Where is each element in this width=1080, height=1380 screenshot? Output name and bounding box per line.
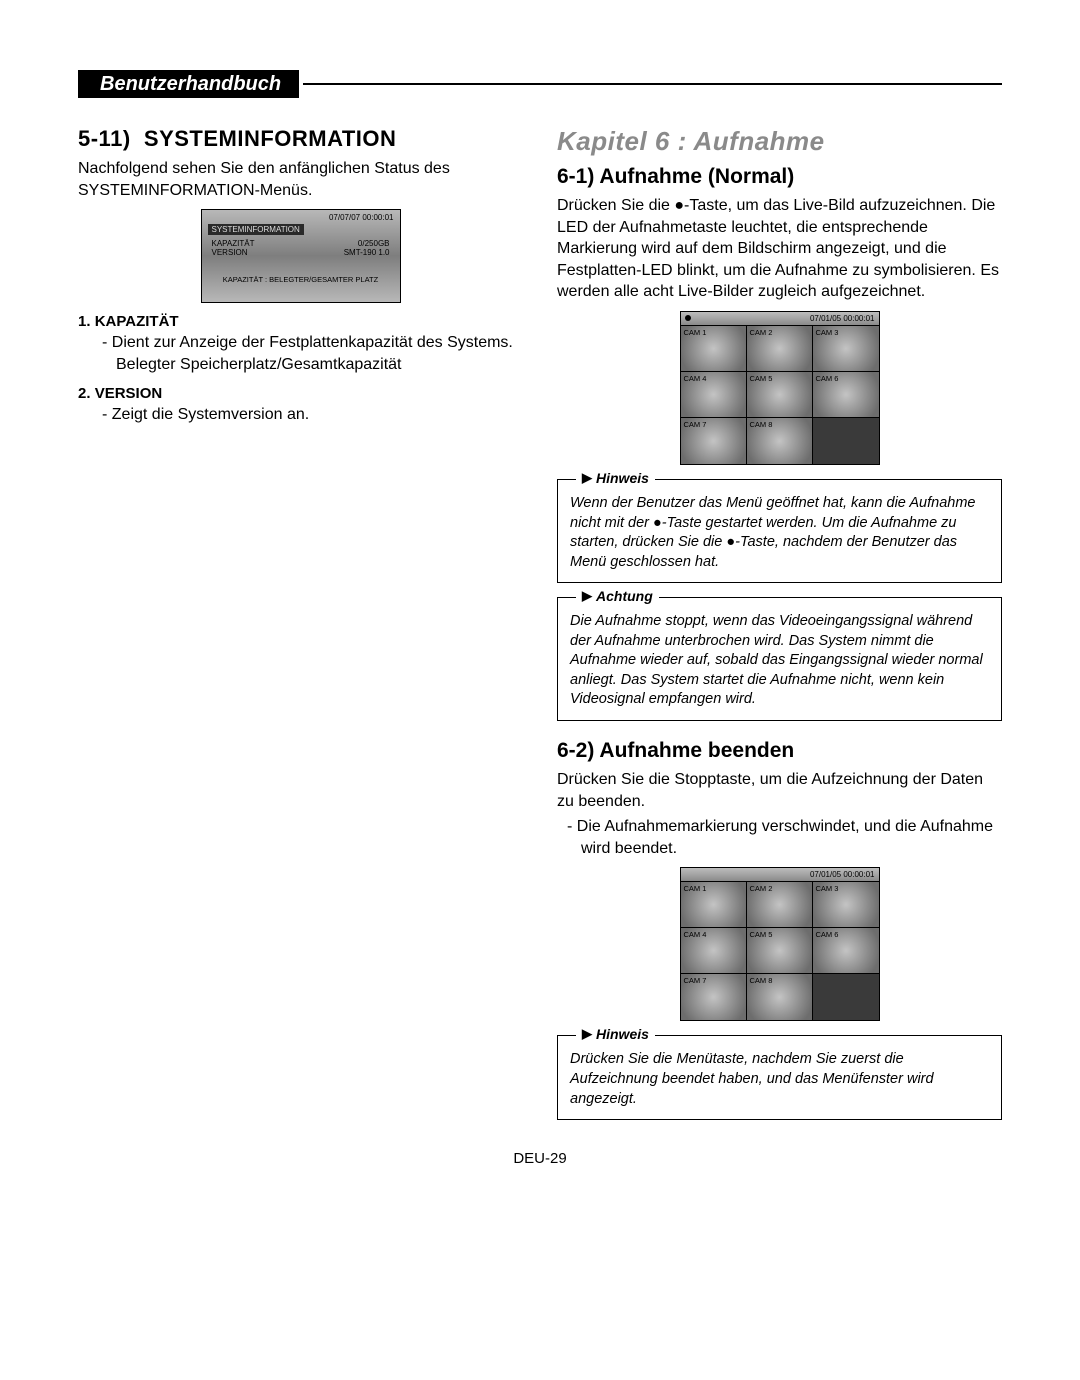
note-text: Wenn der Benutzer das Menü geöffnet hat,…	[570, 494, 989, 572]
cam-cell: CAM 1	[681, 326, 747, 372]
item-1-heading: 1. KAPAZITÄT	[78, 313, 523, 330]
cam-cell: CAM 8	[747, 418, 813, 464]
note-arrow-icon: ▶	[582, 1026, 592, 1042]
sysinfo-footer: KAPAZITÄT : BELEGTER/GESAMTER PLATZ	[208, 275, 394, 284]
record-icon	[685, 315, 691, 321]
section-5-11-intro: Nachfolgend sehen Sie den anfänglichen S…	[78, 158, 523, 201]
section-5-11-heading: 5-11) SYSTEMINFORMATION	[78, 126, 523, 152]
cam-cell: CAM 7	[681, 418, 747, 464]
page-number: DEU-29	[78, 1150, 1002, 1167]
note-label: Achtung	[596, 588, 653, 604]
cam-cell-empty	[813, 418, 879, 464]
cam-cell: CAM 5	[747, 372, 813, 418]
achtung-box: ▶Achtung Die Aufnahme stoppt, wenn das V…	[557, 597, 1002, 721]
sysinfo-date: 07/07/07 00:00:01	[208, 213, 394, 222]
right-column: Kapitel 6 : Aufnahme 6-1) Aufnahme (Norm…	[557, 126, 1002, 1128]
cam-cell: CAM 3	[813, 326, 879, 372]
cam-cell: CAM 6	[813, 928, 879, 974]
item-2-desc: Zeigt die Systemversion an.	[78, 404, 523, 426]
cam-cell: CAM 4	[681, 372, 747, 418]
section-6-2-body: Drücken Sie die Stopptaste, um die Aufze…	[557, 769, 1002, 812]
systeminfo-screenshot: 07/07/07 00:00:01 SYSTEMINFORMATION KAPA…	[201, 209, 401, 303]
cam-cell: CAM 3	[813, 882, 879, 928]
sysinfo-row: KAPAZITÄT0/250GB	[208, 239, 394, 248]
cam-cell: CAM 4	[681, 928, 747, 974]
hinweis-box-1: ▶Hinweis Wenn der Benutzer das Menü geöf…	[557, 479, 1002, 583]
cam-cell: CAM 1	[681, 882, 747, 928]
camera-grid-stopped: 07/01/05 00:00:01 CAM 1 CAM 2 CAM 3 CAM …	[680, 867, 880, 1021]
manual-title: Benutzerhandbuch	[94, 70, 299, 98]
section-6-1-heading: 6-1) Aufnahme (Normal)	[557, 165, 1002, 189]
section-6-2-dash: Die Aufnahmemarkierung verschwindet, und…	[557, 816, 1002, 859]
cam-cell-empty	[813, 974, 879, 1020]
cam-cell: CAM 2	[747, 882, 813, 928]
header-band: Benutzerhandbuch	[78, 70, 1002, 98]
left-column: 5-11) SYSTEMINFORMATION Nachfolgend sehe…	[78, 126, 523, 1128]
note-label: Hinweis	[596, 470, 649, 486]
sysinfo-row: VERSIONSMT-190 1.0	[208, 248, 394, 257]
cam-cell: CAM 6	[813, 372, 879, 418]
note-label: Hinweis	[596, 1026, 649, 1042]
section-6-2-heading: 6-2) Aufnahme beenden	[557, 739, 1002, 763]
hinweis-box-2: ▶Hinweis Drücken Sie die Menütaste, nach…	[557, 1035, 1002, 1120]
cam-cell: CAM 7	[681, 974, 747, 1020]
section-6-1-body: Drücken Sie die ●-Taste, um das Live-Bil…	[557, 195, 1002, 303]
item-2-heading: 2. VERSION	[78, 385, 523, 402]
cam-cell: CAM 5	[747, 928, 813, 974]
cam-cell: CAM 8	[747, 974, 813, 1020]
chapter-6-heading: Kapitel 6 : Aufnahme	[557, 126, 1002, 157]
note-arrow-icon: ▶	[582, 470, 592, 486]
note-text: Drücken Sie die Menütaste, nachdem Sie z…	[570, 1050, 989, 1109]
cam-cell: CAM 2	[747, 326, 813, 372]
note-arrow-icon: ▶	[582, 588, 592, 604]
camera-grid-recording: 07/01/05 00:00:01 CAM 1 CAM 2 CAM 3 CAM …	[680, 311, 880, 465]
cam-date: 07/01/05 00:00:01	[810, 870, 875, 879]
item-1-desc: Dient zur Anzeige der Festplattenkapazit…	[78, 332, 523, 375]
sysinfo-title: SYSTEMINFORMATION	[208, 224, 304, 235]
note-text: Die Aufnahme stoppt, wenn das Videoeinga…	[570, 612, 989, 710]
cam-date: 07/01/05 00:00:01	[810, 314, 875, 323]
